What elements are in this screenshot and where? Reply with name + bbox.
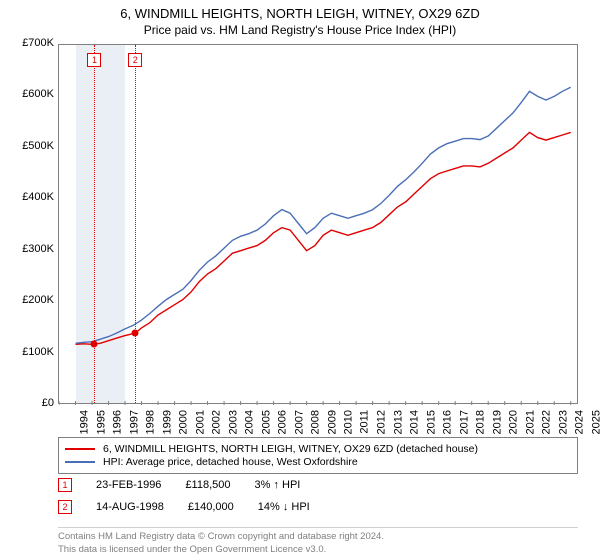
attribution-line-1: Contains HM Land Registry data © Crown c… bbox=[58, 531, 578, 543]
attribution-line-2: This data is licensed under the Open Gov… bbox=[58, 544, 578, 556]
x-tick-label: 2000 bbox=[178, 410, 190, 434]
x-tick-label: 2001 bbox=[194, 410, 206, 434]
x-tick-label: 2013 bbox=[392, 410, 404, 434]
y-tick-label: £500K bbox=[4, 140, 54, 152]
x-tick-label: 2011 bbox=[358, 410, 370, 434]
marker-badge-on-chart: 1 bbox=[87, 53, 101, 67]
series-hpi bbox=[76, 87, 571, 343]
y-tick-label: £400K bbox=[4, 191, 54, 203]
marker-vline bbox=[135, 45, 136, 403]
x-tick-label: 1996 bbox=[112, 410, 124, 434]
x-tick-label: 2025 bbox=[590, 410, 600, 434]
y-tick-label: £600K bbox=[4, 88, 54, 100]
x-tick-label: 2017 bbox=[458, 410, 470, 434]
x-tick-label: 2019 bbox=[491, 410, 503, 434]
marker-badge-on-chart: 2 bbox=[128, 53, 142, 67]
x-tick-label: 1999 bbox=[161, 410, 173, 434]
marker-vline bbox=[94, 45, 95, 403]
x-tick-label: 2020 bbox=[508, 410, 520, 434]
x-tick-label: 2003 bbox=[227, 410, 239, 434]
y-tick-label: £100K bbox=[4, 346, 54, 358]
marker-badge: 1 bbox=[58, 478, 72, 492]
sale-date: 23-FEB-1996 bbox=[96, 479, 161, 491]
x-tick-label: 2004 bbox=[244, 410, 256, 434]
attribution: Contains HM Land Registry data © Crown c… bbox=[58, 527, 578, 556]
chart-svg bbox=[59, 45, 579, 405]
y-tick-label: £700K bbox=[4, 37, 54, 49]
sale-price: £140,000 bbox=[188, 501, 234, 513]
sale-price: £118,500 bbox=[185, 479, 230, 491]
x-tick-label: 2007 bbox=[293, 410, 305, 434]
y-tick-label: £0 bbox=[4, 397, 54, 409]
x-tick-label: 2022 bbox=[541, 410, 553, 434]
sale-delta: 3% ↑ HPI bbox=[255, 479, 301, 491]
x-tick-label: 2009 bbox=[326, 410, 338, 434]
marker-dot bbox=[91, 341, 98, 348]
x-tick-label: 2016 bbox=[442, 410, 454, 434]
legend: 6, WINDMILL HEIGHTS, NORTH LEIGH, WITNEY… bbox=[58, 437, 578, 474]
sale-row-1: 1 23-FEB-1996 £118,500 3% ↑ HPI bbox=[58, 478, 578, 492]
y-tick-label: £300K bbox=[4, 243, 54, 255]
x-tick-label: 1998 bbox=[145, 410, 157, 434]
x-tick-label: 2012 bbox=[376, 410, 388, 434]
x-tick-label: 2015 bbox=[425, 410, 437, 434]
legend-label: 6, WINDMILL HEIGHTS, NORTH LEIGH, WITNEY… bbox=[103, 443, 478, 455]
sale-row-2: 2 14-AUG-1998 £140,000 14% ↓ HPI bbox=[58, 500, 578, 514]
chart-title: 6, WINDMILL HEIGHTS, NORTH LEIGH, WITNEY… bbox=[0, 6, 600, 21]
x-tick-label: 1994 bbox=[78, 410, 90, 434]
y-tick-label: £200K bbox=[4, 294, 54, 306]
x-tick-label: 2024 bbox=[574, 410, 586, 434]
x-tick-label: 1997 bbox=[128, 410, 140, 434]
x-tick-label: 1995 bbox=[95, 410, 107, 434]
x-tick-label: 2018 bbox=[475, 410, 487, 434]
title-block: 6, WINDMILL HEIGHTS, NORTH LEIGH, WITNEY… bbox=[0, 0, 600, 37]
x-tick-label: 2023 bbox=[557, 410, 569, 434]
legend-item-property: 6, WINDMILL HEIGHTS, NORTH LEIGH, WITNEY… bbox=[65, 443, 571, 455]
chart-container: 6, WINDMILL HEIGHTS, NORTH LEIGH, WITNEY… bbox=[0, 0, 600, 560]
x-tick-label: 2014 bbox=[409, 410, 421, 434]
marker-badge: 2 bbox=[58, 500, 72, 514]
series-property bbox=[76, 132, 571, 344]
sale-date: 14-AUG-1998 bbox=[96, 501, 164, 513]
x-tick-label: 2010 bbox=[343, 410, 355, 434]
x-tick-label: 2002 bbox=[211, 410, 223, 434]
x-tick-label: 2005 bbox=[260, 410, 272, 434]
legend-label: HPI: Average price, detached house, West… bbox=[103, 456, 358, 468]
sale-delta: 14% ↓ HPI bbox=[258, 501, 310, 513]
x-tick-label: 2021 bbox=[524, 410, 536, 434]
legend-item-hpi: HPI: Average price, detached house, West… bbox=[65, 456, 571, 468]
legend-swatch bbox=[65, 461, 95, 463]
x-tick-label: 2008 bbox=[310, 410, 322, 434]
x-tick-label: 2006 bbox=[277, 410, 289, 434]
chart-plot-area: 12 bbox=[58, 44, 578, 404]
marker-dot bbox=[132, 330, 139, 337]
legend-swatch bbox=[65, 448, 95, 450]
chart-subtitle: Price paid vs. HM Land Registry's House … bbox=[0, 23, 600, 37]
